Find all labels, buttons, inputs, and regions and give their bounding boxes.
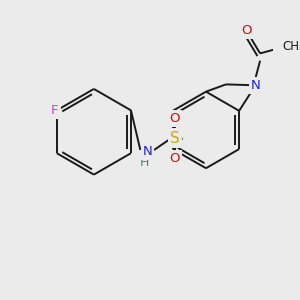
Text: F: F [51,104,59,117]
Text: CH₃: CH₃ [282,40,300,52]
Text: O: O [170,152,180,165]
Text: N: N [251,79,260,92]
Text: S: S [170,131,180,146]
Text: N: N [143,145,152,158]
Text: O: O [170,112,180,124]
Text: O: O [241,24,252,37]
Text: H: H [139,156,149,169]
